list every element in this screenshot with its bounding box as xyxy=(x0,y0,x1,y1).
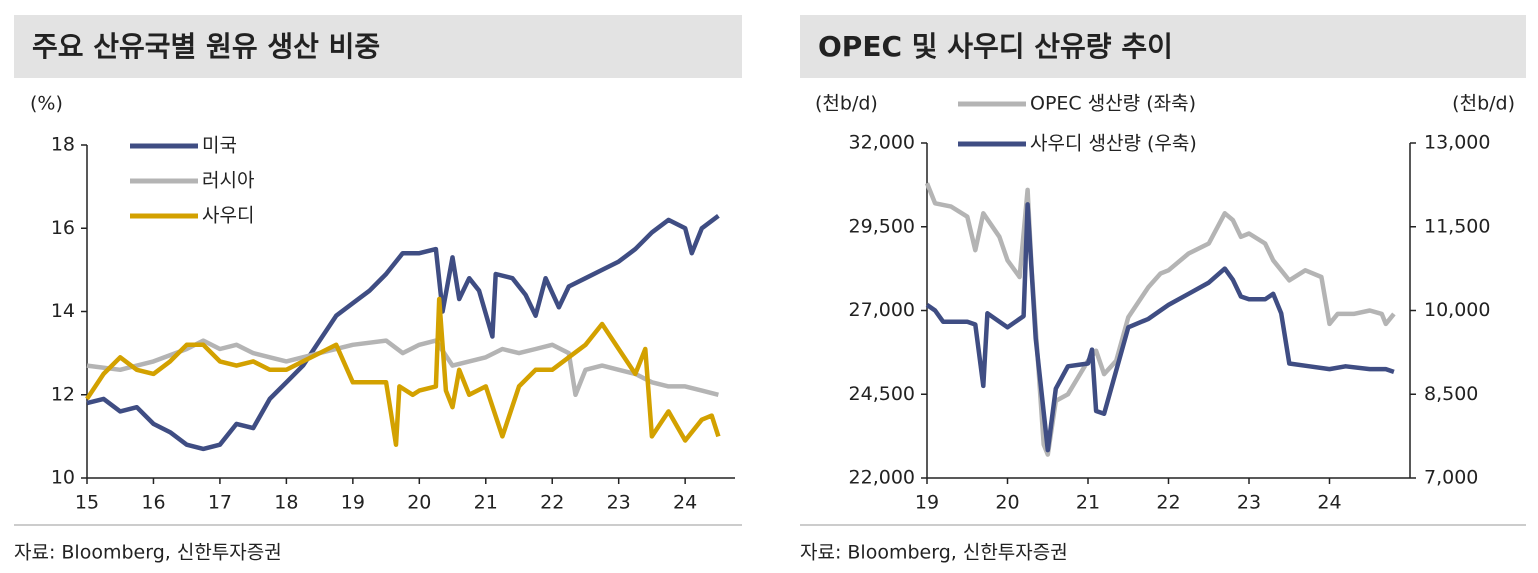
legend-label: 러시아 xyxy=(202,170,254,192)
y-tick-label: 12 xyxy=(51,383,75,405)
y-tick-label: 27,000 xyxy=(849,299,915,321)
x-tick-label: 15 xyxy=(75,492,99,514)
title-bar xyxy=(14,15,742,78)
x-tick-label: 21 xyxy=(1076,492,1100,514)
y2-tick-label: 11,500 xyxy=(1424,215,1490,237)
y-tick-label: 10 xyxy=(51,467,75,489)
y-tick-label: 16 xyxy=(51,217,75,239)
y-tick-label: 14 xyxy=(51,300,75,322)
series-line xyxy=(86,338,719,398)
title-bar xyxy=(800,15,1526,78)
x-tick-label: 19 xyxy=(341,492,365,514)
y2-tick-label: 8,500 xyxy=(1424,383,1478,405)
y-tick-label: 29,500 xyxy=(849,215,915,237)
y2-tick-label: 7,000 xyxy=(1424,467,1478,489)
series-line xyxy=(924,182,1396,457)
y2-axis-unit: (천b/d) xyxy=(1452,93,1515,115)
x-tick-label: 23 xyxy=(607,492,631,514)
x-tick-label: 21 xyxy=(474,492,498,514)
y-tick-label: 18 xyxy=(51,134,75,156)
x-tick-label: 22 xyxy=(540,492,564,514)
y-tick-label: 32,000 xyxy=(849,132,915,154)
x-tick-label: 18 xyxy=(274,492,298,514)
series-line xyxy=(85,296,721,447)
x-tick-label: 20 xyxy=(995,492,1019,514)
chart-title: 주요 산유국별 원유 생산 비중 xyxy=(32,30,380,63)
x-tick-label: 16 xyxy=(141,492,165,514)
source: 자료: Bloomberg, 신한투자증권 xyxy=(800,542,1068,564)
series-line xyxy=(86,214,720,452)
x-tick-label: 23 xyxy=(1237,492,1261,514)
x-tick-label: 17 xyxy=(208,492,232,514)
x-tick-label: 24 xyxy=(1317,492,1341,514)
source: 자료: Bloomberg, 신한투자증권 xyxy=(14,542,282,564)
chart-title: OPEC 및 사우디 산유량 추이 xyxy=(818,30,1173,63)
x-tick-label: 20 xyxy=(407,492,431,514)
y-tick-label: 22,000 xyxy=(849,467,915,489)
legend-label: 사우디 xyxy=(202,205,254,227)
legend-label: 사우디 생산량 (우축) xyxy=(1030,133,1197,155)
y-axis-unit: (%) xyxy=(30,93,63,115)
y-tick-label: 24,500 xyxy=(849,383,915,405)
y2-tick-label: 10,000 xyxy=(1424,299,1490,321)
legend-label: 미국 xyxy=(202,135,237,157)
x-tick-label: 19 xyxy=(915,492,939,514)
x-tick-label: 24 xyxy=(673,492,697,514)
legend-label: OPEC 생산량 (좌축) xyxy=(1030,93,1196,115)
y-axis-unit: (천b/d) xyxy=(815,93,878,115)
series-line xyxy=(925,202,1395,453)
y2-tick-label: 13,000 xyxy=(1424,132,1490,154)
x-tick-label: 22 xyxy=(1156,492,1180,514)
